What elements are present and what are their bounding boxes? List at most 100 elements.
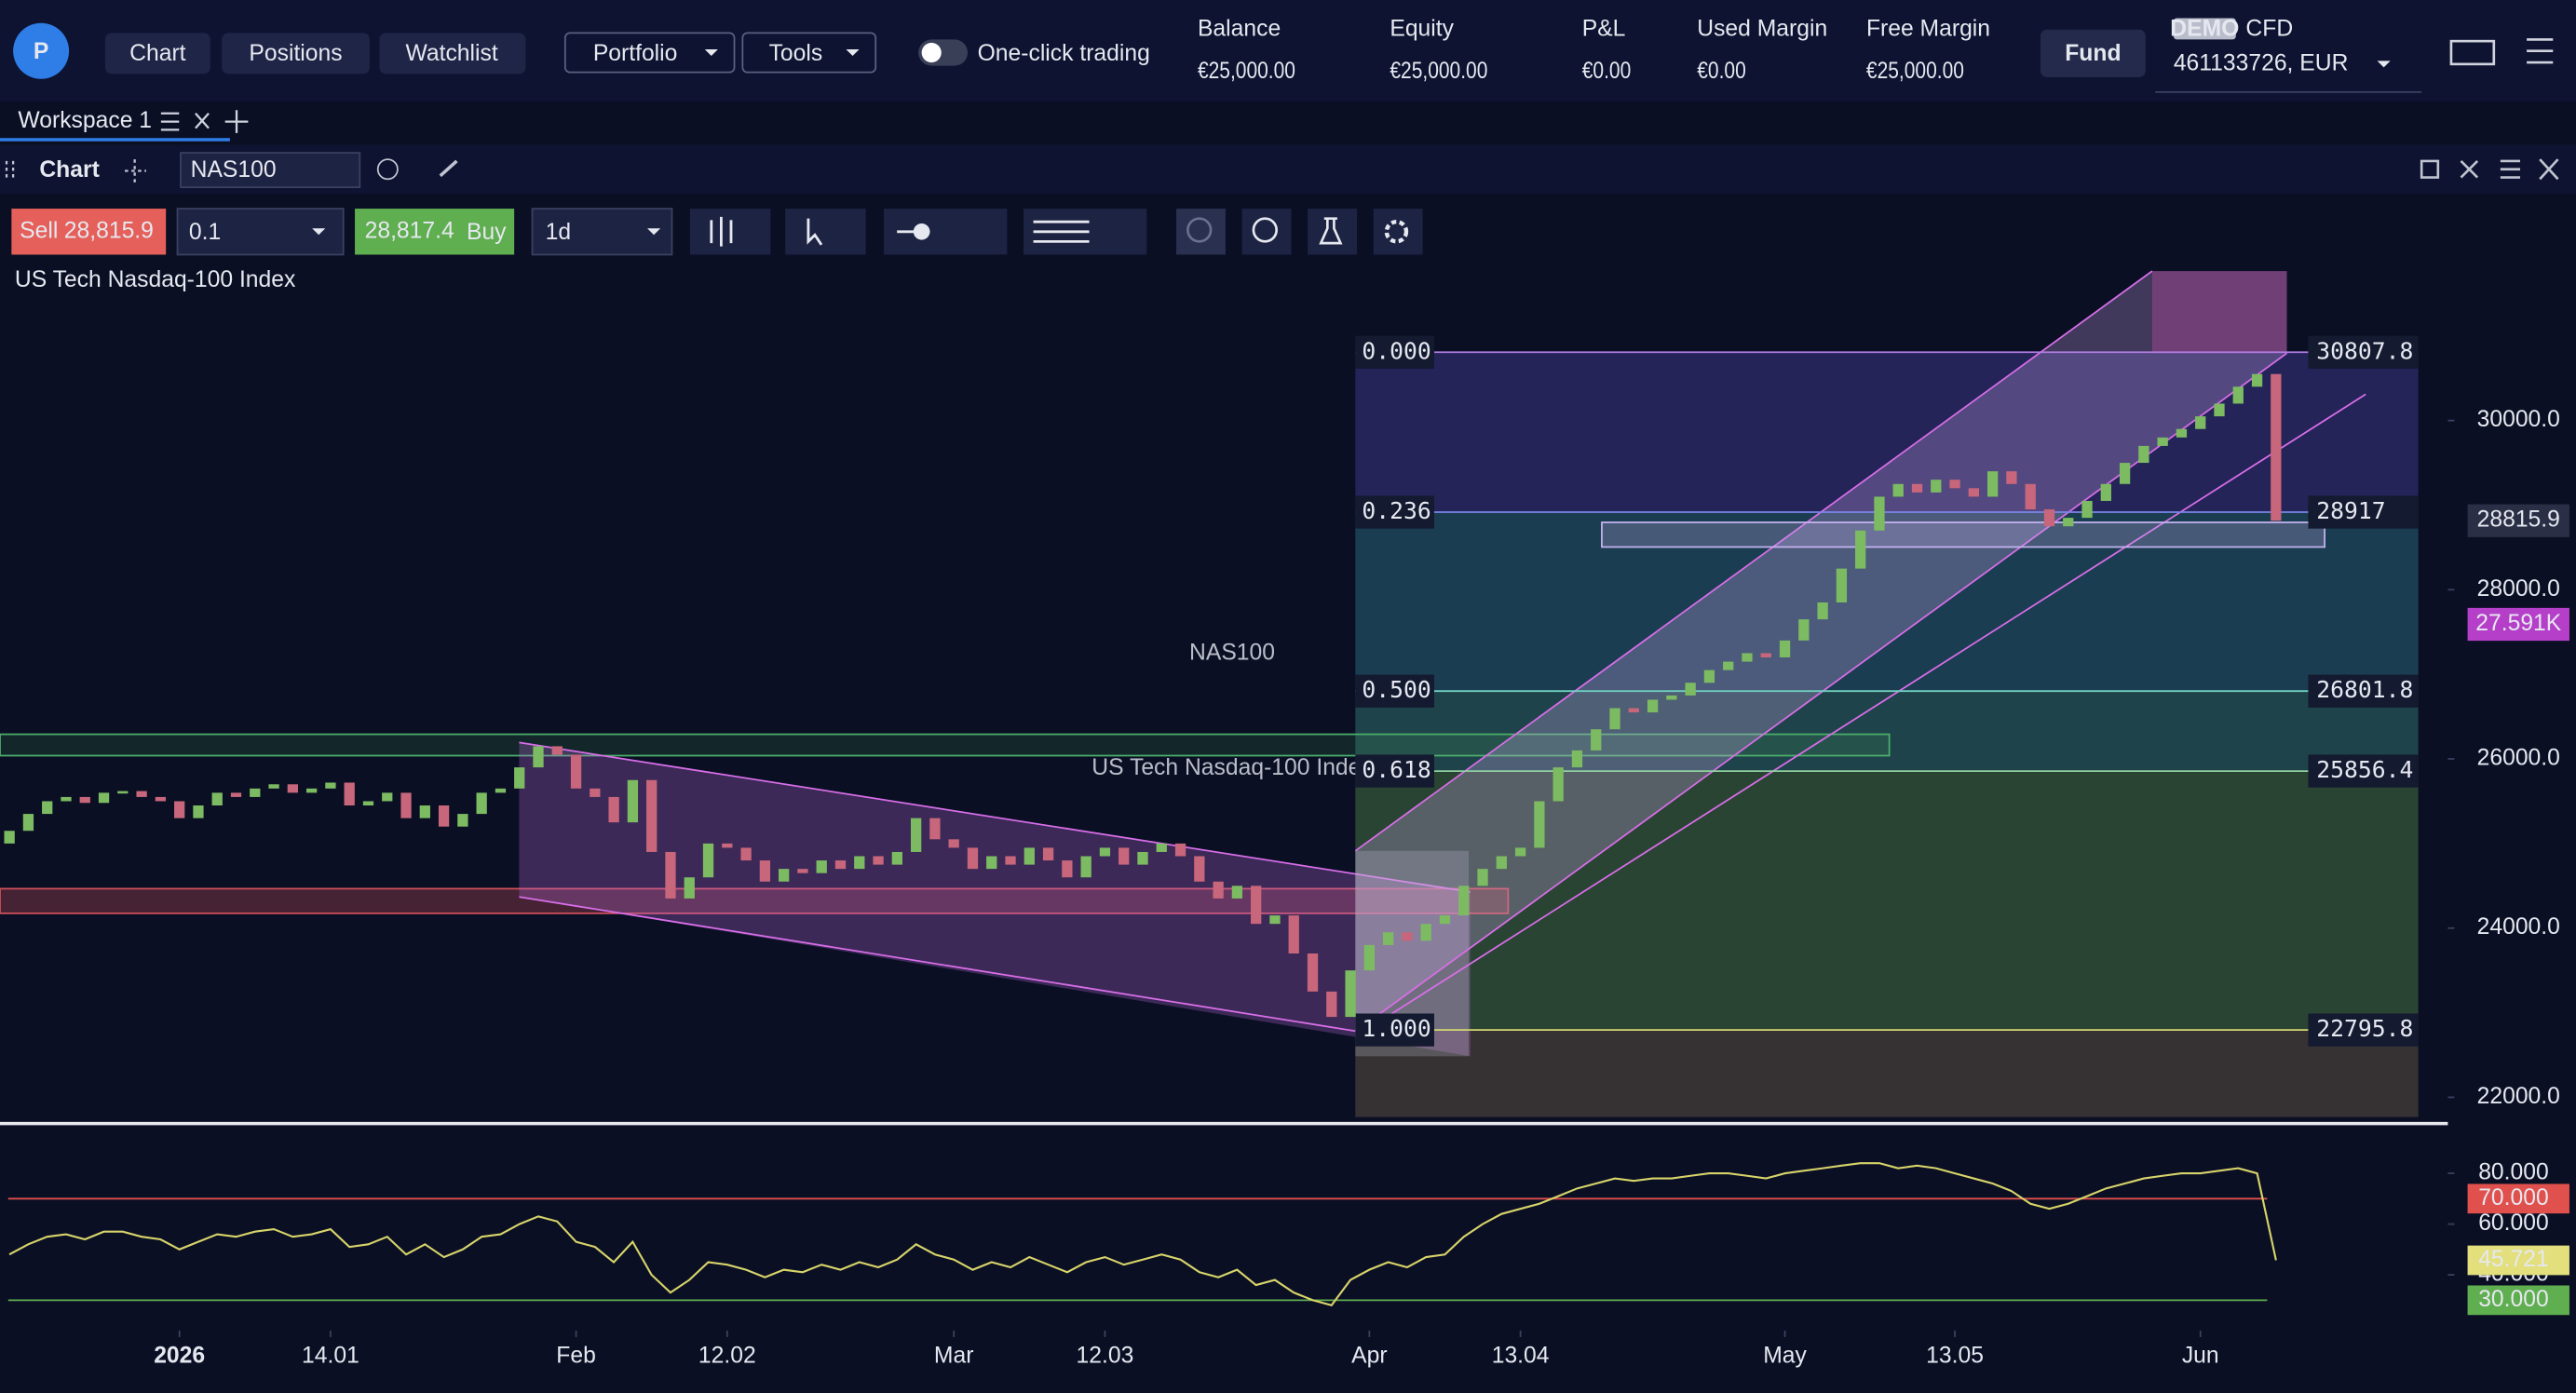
candle <box>665 851 676 899</box>
candle <box>948 839 959 848</box>
logo[interactable] <box>13 22 70 79</box>
price-badge <box>2467 607 2569 642</box>
drawing <box>1601 521 2325 548</box>
candle <box>608 796 619 823</box>
stat-value: €0.00 <box>1697 58 1746 84</box>
window-controls[interactable] <box>2420 158 2559 181</box>
candle <box>1931 480 1942 493</box>
layout-icon[interactable] <box>2449 39 2496 66</box>
tab-icons[interactable] <box>160 110 249 133</box>
zoom-in-button[interactable] <box>1241 209 1292 255</box>
workspace-tab[interactable]: Workspace 1 <box>18 108 152 133</box>
candle <box>136 791 147 797</box>
fib-level-box <box>1355 495 1434 529</box>
fib-level-box <box>1355 1013 1434 1047</box>
plot-area: NAS100 US Tech Nasdaq-100 Index 0.000 30807… <box>0 270 2569 1369</box>
candle <box>891 851 902 865</box>
candle <box>1609 708 1620 730</box>
info-icon[interactable] <box>376 158 399 181</box>
toolbar-icon <box>1186 217 1213 243</box>
sell-button[interactable] <box>11 209 167 255</box>
candle <box>1571 750 1583 768</box>
watermark: NAS100 <box>1189 641 1275 666</box>
candle <box>1402 932 1413 941</box>
candle <box>61 796 72 802</box>
cursor-button[interactable] <box>785 209 866 255</box>
x-tick-label: 14.01 <box>302 1344 359 1369</box>
candle <box>759 860 771 882</box>
settings-button[interactable] <box>1373 209 1423 255</box>
candle <box>1080 856 1091 878</box>
fib-level: 0.618 <box>1362 756 1430 783</box>
candle <box>1458 886 1470 916</box>
buy-price: 28,817.4 <box>365 218 454 243</box>
fib-level-box <box>1355 335 1434 369</box>
candle <box>533 746 544 768</box>
candle <box>1779 640 1791 658</box>
menu-icon[interactable] <box>2527 38 2554 64</box>
drawing <box>1354 352 2288 1033</box>
y-tick-label: 22000.0 <box>2477 1084 2560 1109</box>
candle <box>400 792 412 818</box>
candle <box>1723 661 1734 670</box>
nav-button[interactable] <box>104 33 210 74</box>
fib-price: 22795.8 <box>2316 1015 2413 1042</box>
candle <box>740 847 752 861</box>
fib-level: 0.500 <box>1362 676 1430 703</box>
candle <box>1666 695 1677 700</box>
drawing <box>519 742 1471 1057</box>
candle <box>1363 944 1376 971</box>
fib-price-box <box>2308 1013 2419 1047</box>
candle <box>1552 767 1564 802</box>
stat-label: Used Margin <box>1697 16 1827 41</box>
candle <box>230 792 242 797</box>
nav-button[interactable] <box>222 33 370 74</box>
candle <box>1326 991 1337 1018</box>
candle <box>1742 653 1753 662</box>
candle <box>1591 729 1602 751</box>
candle <box>211 792 223 806</box>
chart-title: US Tech Nasdaq-100 Index <box>15 267 296 292</box>
rsi-y-tick-label: 80.000 <box>2478 1160 2549 1185</box>
link-icon[interactable] <box>439 159 458 178</box>
account-number[interactable]: 461133726, EUR <box>2174 50 2349 75</box>
panel-header <box>0 144 2576 195</box>
candle <box>797 869 808 873</box>
candle <box>1798 619 1810 641</box>
candle <box>305 788 318 793</box>
fund-button[interactable] <box>2040 29 2146 77</box>
x-tick-label: Jun <box>2182 1344 2219 1369</box>
candle <box>382 792 393 802</box>
candle <box>2157 437 2168 446</box>
lab-button[interactable] <box>1308 209 1358 255</box>
fib-price: 30807.8 <box>2316 337 2413 364</box>
candle <box>1307 953 1319 992</box>
candle <box>1174 843 1186 857</box>
candle <box>1194 856 1205 882</box>
candle <box>570 754 582 789</box>
candle <box>2251 373 2263 387</box>
candle <box>1534 801 1545 848</box>
nav-button[interactable] <box>379 33 526 74</box>
candle <box>250 788 261 797</box>
x-tick-label: 13.04 <box>1492 1344 1550 1369</box>
buy-button[interactable] <box>355 209 515 255</box>
zoom-out-button[interactable] <box>1176 209 1226 255</box>
menu-button[interactable] <box>563 32 736 74</box>
interval-select[interactable] <box>531 208 673 256</box>
account-type: CFD <box>2245 16 2293 41</box>
symbol-input[interactable] <box>180 152 361 189</box>
menu-button[interactable] <box>741 32 877 74</box>
panel-icons[interactable] <box>5 159 146 183</box>
x-tick-label: Feb <box>556 1344 596 1369</box>
x-tick-label: May <box>1763 1344 1807 1369</box>
fib-zone <box>1355 352 2419 513</box>
candle <box>344 782 355 806</box>
demo-label: DEMO <box>2170 16 2239 41</box>
candle <box>1062 860 1073 878</box>
candle <box>1892 483 1904 497</box>
candle <box>834 860 847 870</box>
candle <box>854 856 865 870</box>
candle <box>1231 886 1243 899</box>
